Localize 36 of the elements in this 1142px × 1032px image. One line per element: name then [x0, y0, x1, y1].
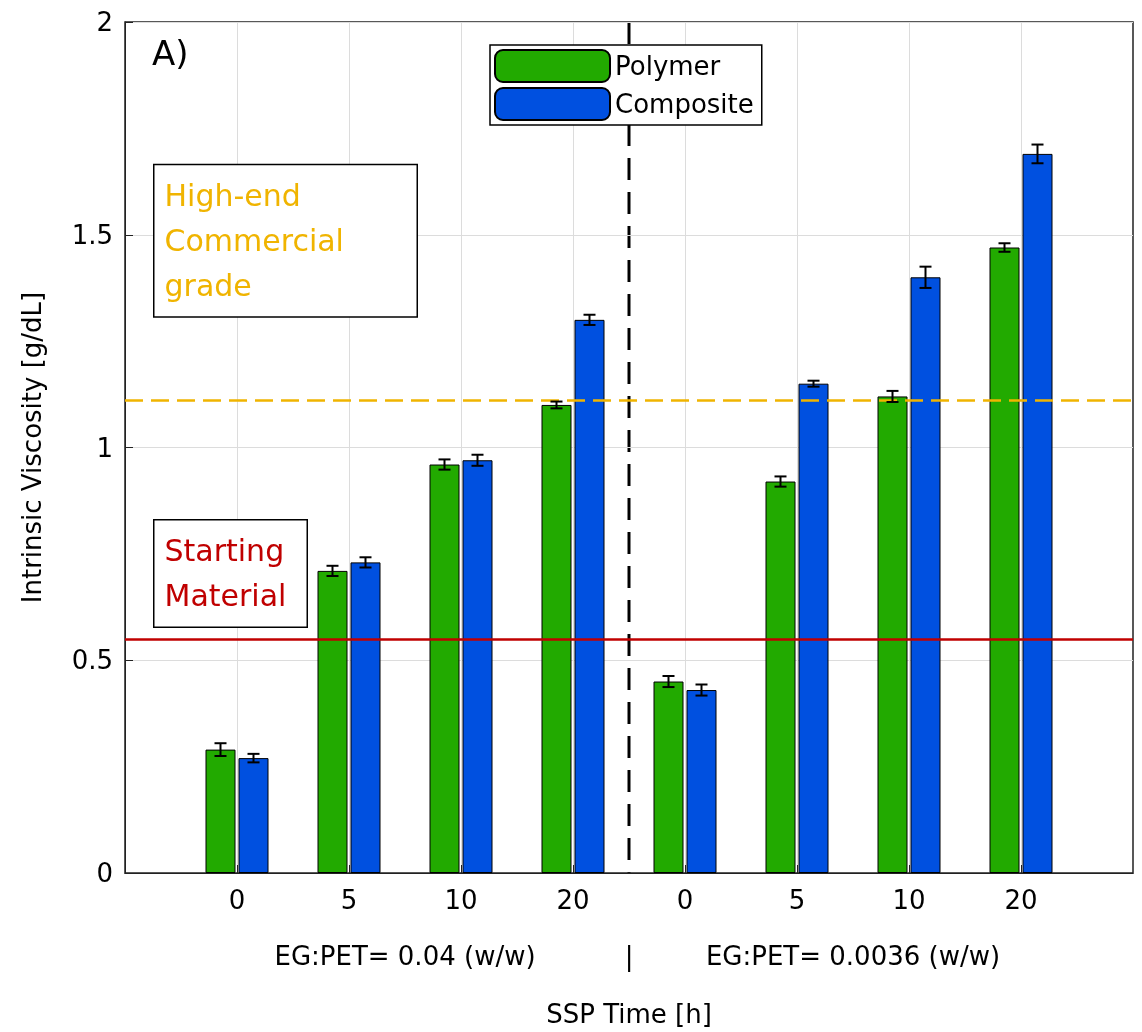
annotation: A) [152, 33, 189, 73]
x-tick-label: 0 [228, 885, 246, 915]
legend-label: Composite [615, 89, 754, 119]
ref-line-label: High-end Commercial grade [164, 178, 354, 304]
bar [238, 758, 269, 873]
bar [317, 570, 348, 873]
bar [798, 383, 829, 873]
x-tick-label: 5 [788, 885, 806, 915]
y-tick-label: 1.5 [71, 219, 113, 250]
y-axis-title: Intrinsic Viscosity [g/dL] [17, 291, 47, 604]
bar [686, 690, 717, 873]
x-tick-label: 5 [340, 885, 358, 915]
x-tick-label: 10 [892, 885, 926, 915]
bar [765, 481, 796, 873]
y-tick-label: 1 [96, 432, 113, 463]
bar [541, 404, 572, 873]
bar [989, 247, 1020, 873]
bar [350, 562, 381, 873]
x-tick-label: 20 [556, 885, 590, 915]
text: EG:PET= 0.04 (w/w) [274, 941, 536, 971]
x-axis-title: SSP Time [h] [546, 999, 712, 1029]
y-tick-label: 0 [96, 858, 113, 888]
text: EG:PET= 0.0036 (w/w) [705, 941, 1001, 971]
y-tick-label: 2 [96, 7, 113, 37]
y-tick-label: 0.5 [71, 645, 113, 676]
bar [429, 464, 460, 873]
bar [653, 681, 684, 873]
x-tick-label: 10 [444, 885, 478, 915]
x-tick-label: 0 [676, 885, 694, 915]
x-tick-label: 20 [1004, 885, 1038, 915]
text: | [624, 941, 634, 972]
legend-label: Polymer [615, 51, 721, 81]
ref-line-label: Starting Material [164, 533, 294, 614]
bar [877, 396, 908, 873]
bar [462, 460, 493, 873]
bar [574, 319, 605, 873]
